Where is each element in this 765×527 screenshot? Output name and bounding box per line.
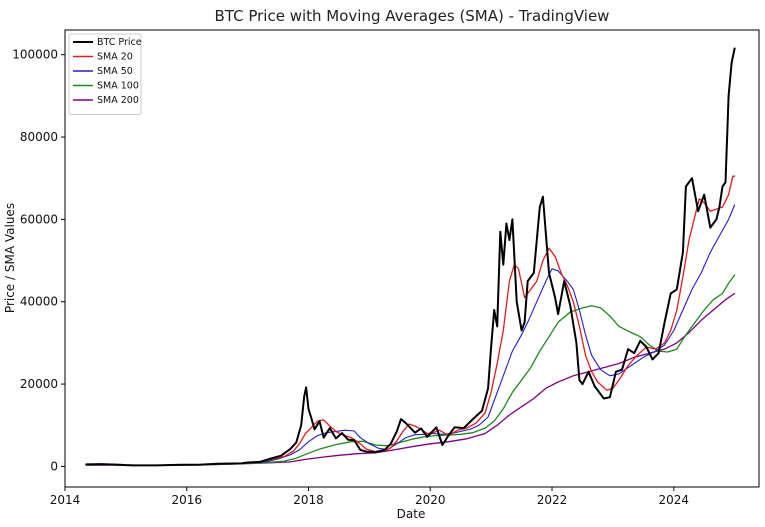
y-tick-label: 100000 bbox=[12, 48, 58, 62]
series-line-btc-price bbox=[85, 47, 736, 467]
legend-box bbox=[68, 33, 142, 115]
y-tick-label: 20000 bbox=[20, 377, 58, 391]
plot-frame bbox=[64, 29, 760, 488]
series-line-sma-100 bbox=[85, 274, 736, 466]
legend-label-btc-price: BTC Price bbox=[97, 37, 142, 48]
x-tick-label: 2018 bbox=[293, 493, 324, 507]
x-tick-label: 2016 bbox=[171, 493, 202, 507]
x-tick-label: 2024 bbox=[658, 493, 689, 507]
series-layer bbox=[85, 47, 736, 467]
y-tick-label: 80000 bbox=[20, 130, 58, 144]
legend-label-sma-20: SMA 20 bbox=[97, 52, 133, 63]
y-tick-label: 40000 bbox=[20, 295, 58, 309]
x-tick-label: 2020 bbox=[415, 493, 446, 507]
y-axis-ticks: 0 20000 40000 60000 80000 100000 bbox=[12, 48, 65, 473]
series-line-sma-20 bbox=[85, 175, 736, 467]
chart-title: BTC Price with Moving Averages (SMA) - T… bbox=[215, 7, 610, 25]
y-tick-label: 0 bbox=[50, 459, 58, 473]
y-axis-label: Price / SMA Values bbox=[3, 203, 17, 313]
legend-label-sma-50: SMA 50 bbox=[97, 66, 133, 77]
x-axis-label: Date bbox=[397, 507, 426, 521]
x-axis-ticks: 2014 2016 2018 2020 2022 2024 bbox=[50, 487, 689, 507]
y-tick-label: 60000 bbox=[20, 212, 58, 226]
legend-label-sma-100: SMA 100 bbox=[97, 81, 139, 92]
legend-label-sma-200: SMA 200 bbox=[97, 95, 139, 106]
x-tick-label: 2014 bbox=[50, 493, 81, 507]
plot-area bbox=[64, 29, 760, 488]
series-line-sma-50 bbox=[85, 204, 736, 466]
x-tick-label: 2022 bbox=[537, 493, 568, 507]
legend: BTC Price SMA 20 SMA 50 SMA 100 SMA 200 bbox=[68, 33, 142, 115]
